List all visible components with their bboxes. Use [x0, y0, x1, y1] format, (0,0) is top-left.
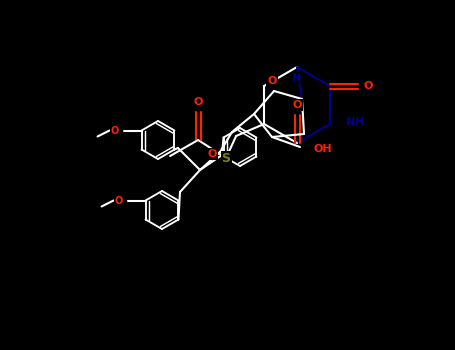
- Text: O: O: [207, 149, 217, 159]
- Text: O: O: [193, 97, 203, 107]
- Text: O: O: [114, 196, 123, 205]
- Text: NH: NH: [346, 117, 364, 127]
- Text: OH: OH: [314, 144, 333, 154]
- Text: S: S: [222, 152, 231, 164]
- Text: O: O: [363, 81, 373, 91]
- Text: O: O: [268, 76, 277, 86]
- Text: O: O: [292, 100, 302, 110]
- Text: O: O: [111, 126, 119, 135]
- Text: N: N: [293, 73, 302, 83]
